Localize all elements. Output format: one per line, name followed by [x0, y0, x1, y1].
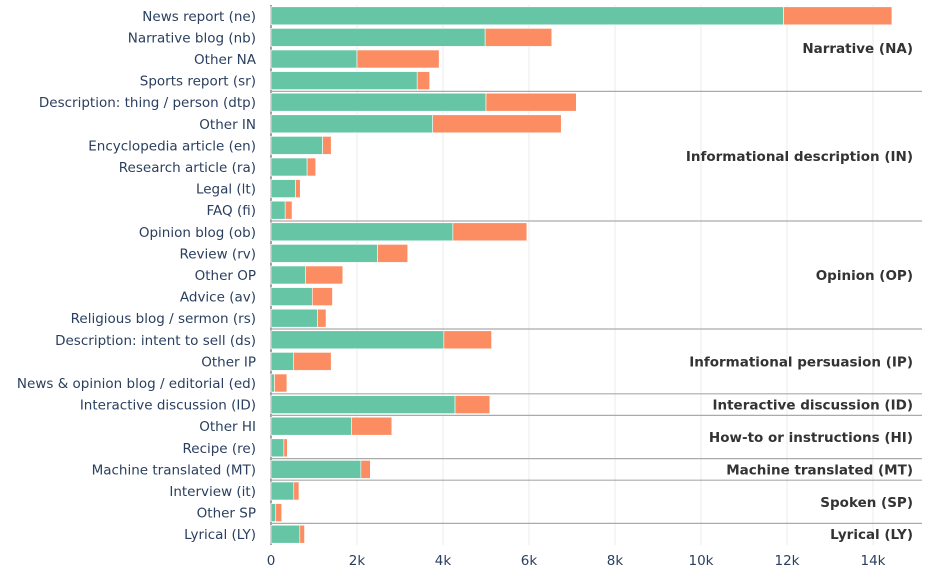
bar-segment-series-1	[270, 524, 301, 544]
bar-segment-series-1	[270, 222, 454, 242]
bar-segment-series-2	[295, 179, 301, 198]
bar-segment-series-1	[270, 481, 295, 501]
category-label: Description: thing / person (dtp)	[39, 95, 256, 111]
x-tick-label: 12k	[775, 553, 800, 569]
category-label: Sports report (sr)	[140, 74, 256, 90]
category-label: News & opinion blog / editorial (ed)	[17, 376, 256, 392]
bar-segment-series-2	[305, 265, 344, 285]
x-tick-label: 6k	[521, 553, 538, 569]
bar-segment-series-1	[270, 438, 285, 458]
category-label: Religious blog / sermon (rs)	[71, 311, 256, 327]
bar-segment-series-1	[270, 373, 275, 393]
bar-segment-series-1	[270, 287, 313, 306]
bar-segment-series-2	[432, 114, 562, 134]
bar-segment-series-1	[270, 265, 306, 285]
category-label: Machine translated (MT)	[92, 462, 256, 478]
bar-segment-series-2	[454, 395, 491, 414]
x-tick-label: 14k	[861, 553, 886, 569]
bar-segment-series-2	[293, 352, 332, 371]
bar-segment-series-1	[270, 49, 358, 69]
bar-segment-series-2	[377, 244, 409, 263]
group-label: Lyrical (LY)	[830, 527, 913, 543]
category-label: Other NA	[194, 52, 257, 68]
group-label: Opinion (OP)	[816, 268, 913, 284]
x-tick-label: 10k	[689, 553, 714, 569]
x-axis-tick-layer: 0 2k 4k 6k 8k 10k 12k 14k	[267, 553, 886, 569]
bar-segment-series-1	[270, 200, 286, 220]
bar-segment-series-2	[322, 136, 332, 155]
x-tick-label: 0	[267, 553, 276, 569]
category-label: Opinion blog (ob)	[139, 225, 256, 241]
bar-segment-series-2	[284, 200, 293, 220]
bar-segment-series-2	[293, 481, 300, 501]
bar-segment-series-1	[270, 92, 487, 112]
category-label: News report (ne)	[142, 9, 256, 25]
bar-segment-series-1	[270, 179, 296, 198]
category-label: Other HI	[199, 419, 256, 435]
bar-segment-series-1	[270, 503, 277, 522]
x-tick-label: 4k	[435, 553, 452, 569]
category-label: Advice (av)	[180, 290, 256, 306]
category-label: Other OP	[195, 268, 256, 284]
category-label-layer: News report (ne) Narrative blog (nb) Other…	[17, 9, 257, 543]
bar-segment-series-2	[783, 6, 893, 26]
x-tick-label: 2k	[349, 553, 366, 569]
group-label: Informational description (IN)	[686, 149, 913, 165]
bar-segment-series-1	[270, 157, 308, 177]
bar-segment-series-1	[270, 352, 294, 371]
bar-segment-series-2	[360, 460, 371, 479]
category-label: Interview (it)	[169, 484, 256, 500]
bar-segment-series-2	[484, 28, 553, 47]
x-tick-label: 8k	[607, 553, 624, 569]
category-label: Interactive discussion (ID)	[80, 398, 256, 414]
bar-segment-series-1	[270, 6, 784, 26]
bar-segment-series-1	[270, 28, 486, 47]
category-label: Other IP	[201, 354, 256, 370]
bar-segment-series-2	[283, 438, 288, 458]
group-label: Machine translated (MT)	[726, 462, 913, 478]
bar-layer	[270, 6, 893, 544]
bar-segment-series-2	[351, 416, 393, 436]
category-label: Recipe (re)	[182, 441, 256, 457]
group-separator-layer	[271, 90, 922, 525]
group-label: Interactive discussion (ID)	[712, 398, 913, 414]
category-label: Legal (lt)	[196, 182, 256, 198]
category-label: Research article (ra)	[119, 160, 256, 176]
bar-segment-series-1	[270, 460, 362, 479]
bar-segment-series-2	[485, 92, 577, 112]
category-label: Description: intent to sell (ds)	[55, 333, 256, 349]
category-label: Review (rv)	[179, 246, 256, 262]
group-label: Spoken (SP)	[820, 495, 913, 511]
bar-segment-series-1	[270, 395, 456, 414]
bar-segment-series-1	[270, 308, 318, 328]
bar-segment-series-2	[274, 373, 288, 393]
bar-segment-series-2	[443, 330, 492, 350]
group-label: Informational persuasion (IP)	[689, 354, 913, 370]
category-label: Narrative blog (nb)	[128, 30, 256, 46]
group-label-layer: Narrative (NA) Informational description …	[686, 41, 913, 543]
category-label: Other IN	[199, 117, 256, 133]
bar-segment-series-2	[275, 503, 283, 522]
bar-segment-series-1	[270, 330, 445, 350]
group-label: Narrative (NA)	[802, 41, 913, 57]
category-label: FAQ (fi)	[207, 203, 256, 219]
bar-segment-series-1	[270, 114, 433, 134]
bar-segment-series-1	[270, 136, 323, 155]
category-label: Encyclopedia article (en)	[88, 138, 256, 154]
bar-segment-series-2	[306, 157, 317, 177]
bar-segment-series-1	[270, 71, 418, 90]
bar-segment-series-2	[356, 49, 440, 69]
bar-segment-series-1	[270, 244, 378, 263]
bar-segment-series-2	[416, 71, 430, 90]
bar-segment-series-2	[311, 287, 333, 306]
bar-segment-series-2	[317, 308, 327, 328]
bar-segment-series-1	[270, 416, 352, 436]
category-label: Other SP	[197, 506, 256, 522]
group-label: How-to or instructions (HI)	[709, 430, 913, 446]
bar-segment-series-2	[299, 524, 305, 544]
category-label: Lyrical (LY)	[184, 527, 256, 543]
bar-segment-series-2	[452, 222, 528, 242]
